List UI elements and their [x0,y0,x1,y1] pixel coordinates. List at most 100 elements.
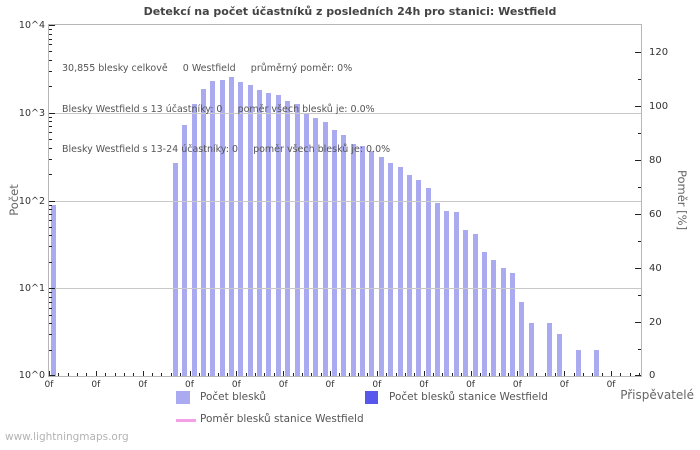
y-minor-tick [49,226,52,228]
y2-tick [635,214,641,215]
legend-label-station-strikes: Počet blesků stanice Westfield [389,391,548,403]
y-minor-tick [49,44,52,46]
y2-tick-label: 120 [649,47,669,58]
x-tick-label: 0f [466,380,475,390]
x-tick [142,371,144,376]
bar [575,349,581,376]
bar [285,100,291,376]
x-tick [67,373,69,376]
bar [275,95,281,376]
x-tick [629,373,631,376]
x-tick [461,373,463,376]
x-tick-label: 0f [91,380,101,390]
x-tick [255,373,257,376]
y2-tick-label: 80 [649,155,662,166]
x-tick [311,373,313,376]
bar [556,334,562,376]
x-tick [479,373,481,376]
x-tick [386,373,388,376]
legend-swatch-ratio-line [176,419,196,422]
y2-tick [635,375,641,376]
y2-tick-label: 40 [649,263,662,274]
x-tick [442,373,444,376]
bar [397,167,403,376]
annotation-line-total: 30,855 blesky celkově 0 Westfield průměr… [62,63,353,74]
x-tick [161,373,163,376]
x-tick [273,373,275,376]
bar [294,104,300,376]
x-tick [301,373,303,376]
y2-tick [638,79,641,80]
y-minor-tick [49,116,52,118]
x-tick [236,371,238,376]
x-tick-label: 0f [185,380,194,390]
x-tick [507,373,509,376]
y-minor-tick [49,292,52,294]
x-tick [554,373,556,376]
y-minor-tick [49,38,52,40]
y2-tick-label: 0 [649,370,656,381]
x-tick [283,371,285,376]
x-tick [49,371,50,376]
y-tick [49,375,55,376]
x-tick [208,373,210,376]
y2-tick [638,295,641,296]
bar [210,81,216,376]
bar [491,259,497,376]
bar [472,233,478,376]
x-tick [404,373,406,376]
x-tick [601,373,603,376]
x-tick [498,373,500,376]
bar [172,162,178,376]
annotation-line-13-24: Blesky Westfield s 13-24 účastníky: 0 po… [62,144,391,155]
y-minor-tick [49,174,52,176]
y-minor-tick [49,51,52,53]
bar [303,114,309,376]
bar [322,122,328,376]
legend-label-ratio: Poměr blesků stanice Westfield [200,413,364,425]
y-tick-label: 10^3 [18,107,45,119]
bar [228,76,234,376]
y2-tick [635,106,641,107]
x-tick [582,373,584,376]
y-minor-tick [49,147,52,149]
x-tick [264,373,266,376]
x-tick-label: 0f [512,380,522,390]
bar [378,157,384,376]
chart-title: Detekcí na počet účastníků z posledních … [143,5,557,18]
x-tick-label: 0f [325,380,335,390]
y2-tick [635,322,641,323]
site-watermark: www.lightningmaps.org [5,431,129,443]
bar [416,180,422,376]
x-tick [592,373,594,376]
annotation-line-13: Blesky Westfield s 13 účastníky: 0 poměr… [62,103,375,115]
x-tick [114,373,116,376]
bar [481,251,487,376]
y-tick [49,112,55,114]
y2-tick [635,52,641,53]
y2-tick [638,187,641,188]
bar [388,162,394,376]
x-tick [451,373,453,376]
x-tick [105,373,107,376]
y-minor-tick [49,235,52,237]
y-minor-tick [49,204,52,206]
y-axis-label-left: Počet [7,184,21,216]
y2-tick [638,241,641,242]
bar [266,92,272,376]
x-tick [414,373,416,376]
x-tick [86,373,88,376]
y2-tick [638,349,641,350]
x-tick [77,373,79,376]
bar [341,134,347,376]
x-tick-label: 0f [559,380,569,390]
y-tick-label: 10^4 [18,20,45,31]
y-tick [49,288,55,290]
bar [191,103,197,376]
x-tick [433,373,435,376]
x-tick [339,373,341,376]
y2-tick [638,133,641,134]
stats-annotation: 30,855 blesky celkově 0 Westfield průměr… [62,35,390,184]
y-minor-tick [49,59,52,61]
